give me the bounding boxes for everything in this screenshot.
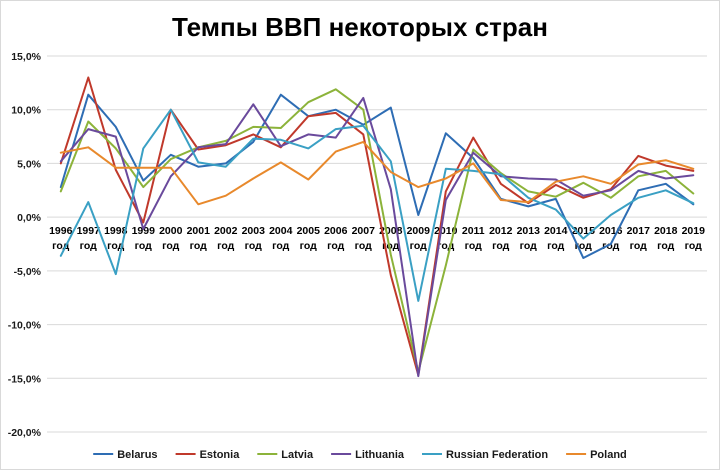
series-line-estonia bbox=[59, 76, 695, 377]
x-tick-suffix: год bbox=[327, 240, 345, 252]
x-tick-label: 1998 bbox=[104, 225, 128, 237]
x-tick-label: 2006 bbox=[324, 225, 348, 237]
x-tick-suffix: год bbox=[245, 240, 263, 252]
x-tick-suffix: год bbox=[190, 240, 208, 252]
series-line-russian-federation bbox=[59, 108, 695, 302]
x-tick-suffix: год bbox=[217, 240, 235, 252]
x-tick-suffix: год bbox=[272, 240, 290, 252]
x-tick-label: 2009 bbox=[407, 225, 431, 237]
x-tick-suffix: год bbox=[465, 240, 483, 252]
series-line-poland bbox=[59, 140, 695, 206]
x-tick-suffix: год bbox=[300, 240, 318, 252]
legend-label: Poland bbox=[590, 449, 627, 461]
x-tick-suffix: год bbox=[492, 240, 510, 252]
x-tick-suffix: год bbox=[162, 240, 180, 252]
y-tick-label: 10,0% bbox=[11, 105, 41, 117]
legend-item: Lithuania bbox=[331, 449, 405, 461]
legend-item: Poland bbox=[566, 449, 627, 461]
x-tick-label: 2001 bbox=[187, 225, 211, 237]
x-tick-label: 2004 bbox=[269, 225, 293, 237]
x-tick-label: 2011 bbox=[462, 225, 485, 237]
x-tick-label: 2003 bbox=[242, 225, 266, 237]
chart-title: Темпы ВВП некоторых стран bbox=[172, 12, 548, 42]
x-tick-label: 2012 bbox=[489, 225, 513, 237]
x-tick-label: 2007 bbox=[352, 225, 376, 237]
x-tick-label: 2002 bbox=[214, 225, 238, 237]
legend-label: Russian Federation bbox=[446, 449, 548, 461]
x-tick-label: 1997 bbox=[77, 225, 101, 237]
x-tick-label: 1996 bbox=[49, 225, 73, 237]
y-tick-label: -5,0% bbox=[14, 266, 42, 278]
x-tick-suffix: год bbox=[355, 240, 373, 252]
y-axis-ticks: 15,0% 10,0% 5,0% 0,0% -5,0% -10,0% -15,0% -20,0… bbox=[8, 51, 42, 439]
x-tick-suffix: год bbox=[547, 240, 565, 252]
legend-item: Belarus bbox=[93, 449, 158, 461]
y-tick-label: 15,0% bbox=[11, 51, 41, 63]
legend-label: Lithuania bbox=[355, 449, 405, 461]
y-tick-label: -15,0% bbox=[8, 373, 42, 385]
x-tick-label: 2014 bbox=[544, 225, 568, 237]
x-axis-ticks: 1996 год 1997 год 1998 год 1999 год 2000 год 2001 г… bbox=[49, 225, 705, 252]
x-tick-suffix: год bbox=[410, 240, 428, 252]
x-tick-label: 2017 bbox=[627, 225, 651, 237]
x-tick-suffix: год bbox=[630, 240, 648, 252]
legend-item: Latvia bbox=[257, 449, 314, 461]
y-tick-label: -10,0% bbox=[8, 320, 42, 332]
x-tick-label: 2013 bbox=[517, 225, 541, 237]
x-tick-suffix: год bbox=[80, 240, 98, 252]
legend-item: Estonia bbox=[175, 449, 241, 461]
series-line-belarus bbox=[59, 93, 695, 259]
legend-label: Estonia bbox=[200, 449, 241, 461]
x-tick-label: 2005 bbox=[297, 225, 321, 237]
x-tick-suffix: год bbox=[602, 240, 620, 252]
x-tick-label: 2018 bbox=[654, 225, 678, 237]
legend-item: Russian Federation bbox=[422, 449, 548, 461]
y-tick-label: 0,0% bbox=[17, 212, 42, 224]
x-tick-label: 2000 bbox=[159, 225, 183, 237]
x-tick-suffix: год bbox=[520, 240, 538, 252]
legend-label: Latvia bbox=[281, 449, 314, 461]
series-lines bbox=[59, 76, 695, 378]
legend: Belarus Estonia Latvia Lithuania Russian Fed… bbox=[93, 449, 627, 461]
x-tick-label: 2019 bbox=[682, 225, 706, 237]
x-tick-suffix: год bbox=[685, 240, 703, 252]
x-tick-suffix: год bbox=[135, 240, 153, 252]
x-tick-suffix: год bbox=[657, 240, 675, 252]
series-line-latvia bbox=[59, 88, 695, 373]
legend-label: Belarus bbox=[117, 449, 157, 461]
y-tick-label: -20,0% bbox=[8, 427, 42, 439]
x-tick-label: 1999 bbox=[132, 225, 156, 237]
y-tick-label: 5,0% bbox=[17, 158, 42, 170]
